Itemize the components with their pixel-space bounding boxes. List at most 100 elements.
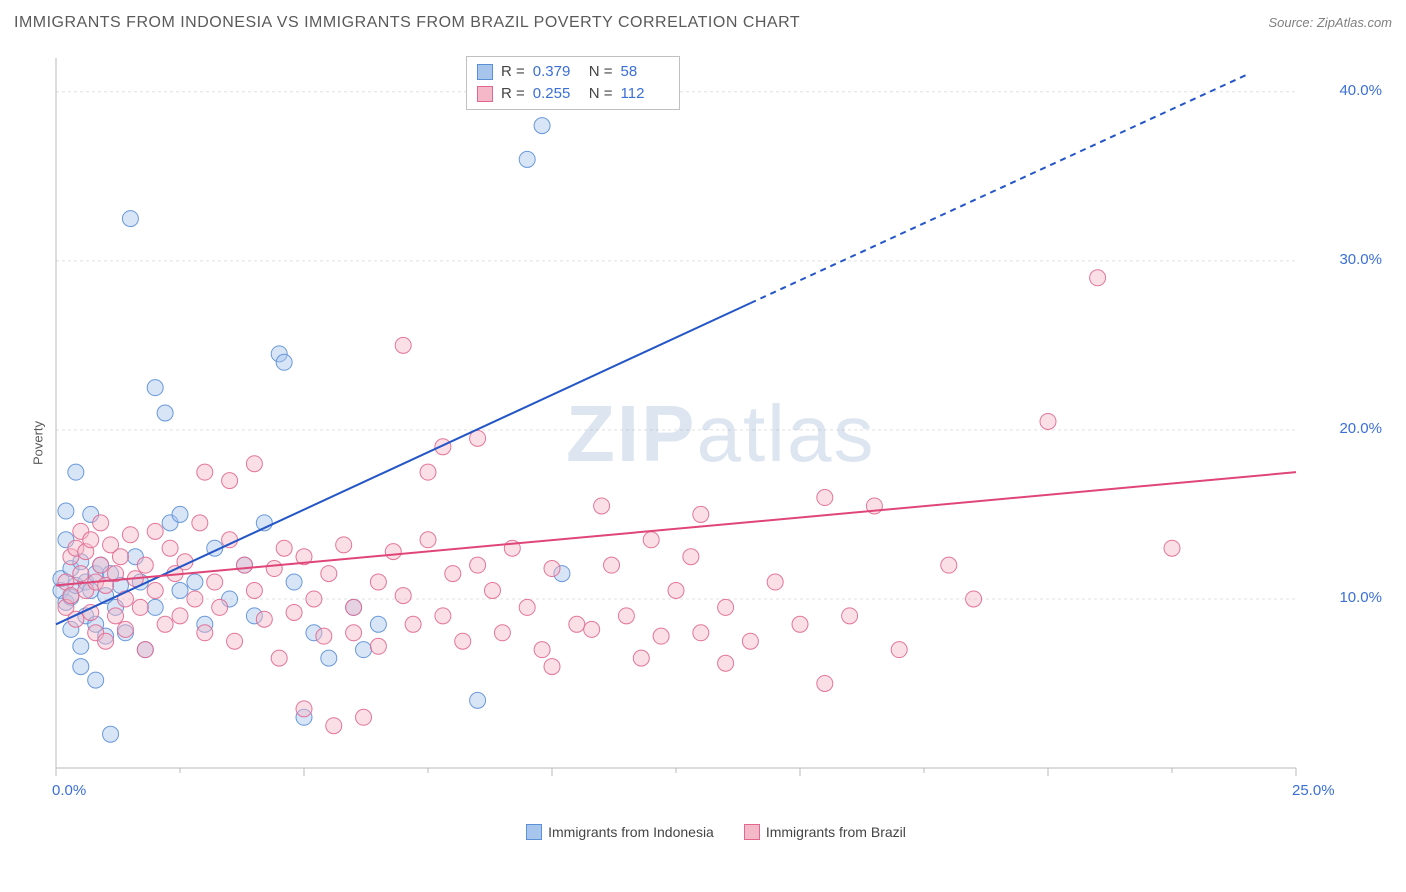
scatter-point (395, 588, 411, 604)
scatter-point (147, 583, 163, 599)
legend-swatch (744, 824, 760, 840)
scatter-point (58, 503, 74, 519)
scatter-point (192, 515, 208, 531)
y-tick-label: 30.0% (1339, 251, 1382, 268)
r-label: R = (501, 83, 525, 105)
scatter-point (519, 599, 535, 615)
scatter-point (222, 532, 238, 548)
scatter-point (1090, 270, 1106, 286)
scatter-point (286, 604, 302, 620)
scatter-point (445, 566, 461, 582)
scatter-point (276, 540, 292, 556)
legend-item: Immigrants from Brazil (744, 824, 906, 840)
scatter-point (484, 583, 500, 599)
scatter-point (633, 650, 649, 666)
scatter-point (147, 380, 163, 396)
scatter-point (137, 642, 153, 658)
scatter-point (316, 628, 332, 644)
scatter-plot (46, 48, 1356, 808)
scatter-point (296, 701, 312, 717)
scatter-point (470, 692, 486, 708)
scatter-point (346, 599, 362, 615)
scatter-point (227, 633, 243, 649)
scatter-point (718, 655, 734, 671)
r-label: R = (501, 61, 525, 83)
scatter-point (742, 633, 758, 649)
scatter-point (93, 557, 109, 573)
scatter-point (73, 659, 89, 675)
scatter-point (405, 616, 421, 632)
scatter-point (534, 642, 550, 658)
scatter-point (117, 591, 133, 607)
scatter-point (941, 557, 957, 573)
legend-label: Immigrants from Indonesia (548, 824, 714, 840)
legend-item: Immigrants from Indonesia (526, 824, 714, 840)
scatter-point (326, 718, 342, 734)
r-value: 0.255 (533, 83, 581, 105)
series-swatch (477, 64, 493, 80)
scatter-point (544, 561, 560, 577)
y-tick-label: 10.0% (1339, 589, 1382, 606)
scatter-point (569, 616, 585, 632)
legend-swatch (526, 824, 542, 840)
scatter-point (435, 439, 451, 455)
scatter-point (236, 557, 252, 573)
n-label: N = (589, 83, 613, 105)
n-label: N = (589, 61, 613, 83)
scatter-point (767, 574, 783, 590)
scatter-point (683, 549, 699, 565)
scatter-point (306, 591, 322, 607)
n-value: 112 (621, 83, 669, 105)
scatter-point (112, 549, 128, 565)
scatter-point (122, 211, 138, 227)
scatter-point (117, 621, 133, 637)
scatter-point (147, 523, 163, 539)
scatter-point (370, 574, 386, 590)
r-value: 0.379 (533, 61, 581, 83)
scatter-point (842, 608, 858, 624)
scatter-point (68, 464, 84, 480)
scatter-point (276, 354, 292, 370)
scatter-point (455, 633, 471, 649)
scatter-point (817, 675, 833, 691)
source-attribution: Source: ZipAtlas.com (1268, 15, 1392, 30)
scatter-point (792, 616, 808, 632)
scatter-point (693, 506, 709, 522)
scatter-point (534, 118, 550, 134)
scatter-point (718, 599, 734, 615)
scatter-point (643, 532, 659, 548)
scatter-point (1040, 413, 1056, 429)
scatter-point (266, 561, 282, 577)
scatter-point (604, 557, 620, 573)
stats-row: R =0.379N =58 (477, 61, 669, 83)
scatter-point (693, 625, 709, 641)
scatter-point (197, 464, 213, 480)
scatter-point (1164, 540, 1180, 556)
scatter-point (83, 604, 99, 620)
scatter-point (321, 650, 337, 666)
scatter-point (187, 591, 203, 607)
scatter-point (98, 633, 114, 649)
scatter-point (83, 532, 99, 548)
scatter-point (207, 574, 223, 590)
y-axis-label: Poverty (31, 421, 46, 465)
scatter-point (470, 557, 486, 573)
scatter-point (653, 628, 669, 644)
x-tick-label: 25.0% (1292, 782, 1335, 799)
trend-line (56, 472, 1296, 585)
scatter-point (271, 650, 287, 666)
scatter-point (222, 473, 238, 489)
scatter-point (103, 726, 119, 742)
scatter-point (157, 405, 173, 421)
chart-container: Poverty ZIPatlas R =0.379N =58R =0.255N … (46, 48, 1386, 838)
scatter-point (73, 638, 89, 654)
y-tick-label: 20.0% (1339, 420, 1382, 437)
scatter-point (618, 608, 634, 624)
series-swatch (477, 86, 493, 102)
scatter-point (385, 544, 401, 560)
scatter-point (668, 583, 684, 599)
scatter-point (817, 490, 833, 506)
legend-label: Immigrants from Brazil (766, 824, 906, 840)
scatter-point (346, 625, 362, 641)
scatter-point (197, 625, 213, 641)
